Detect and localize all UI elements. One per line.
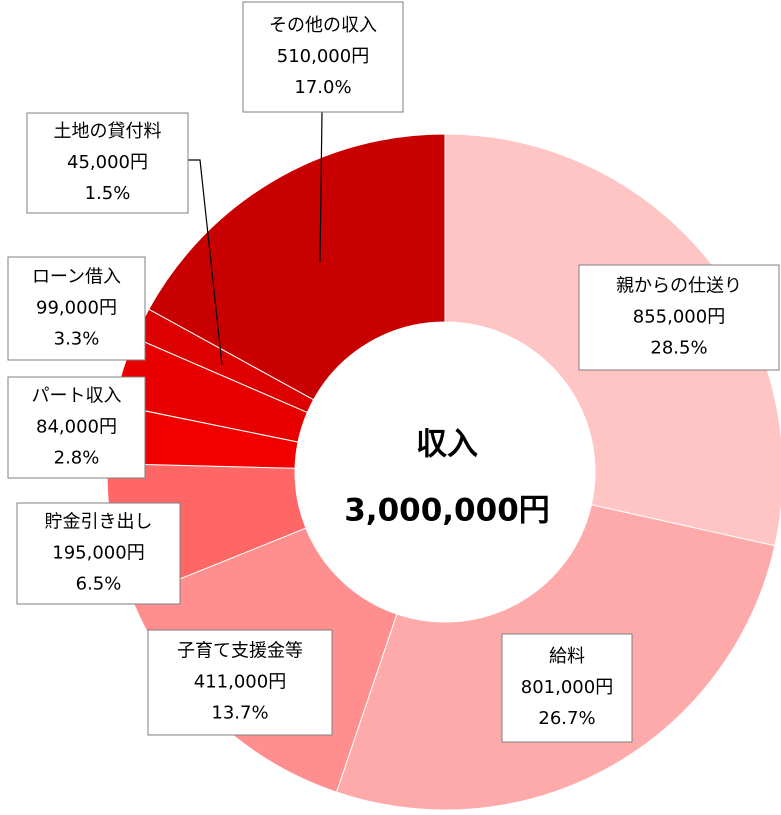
label-box	[26, 112, 189, 214]
center-total: 3,000,000円	[344, 493, 550, 529]
value-label: 411,000円	[194, 672, 286, 693]
leader-line	[188, 159, 223, 366]
percent-label: 1.5%	[85, 183, 131, 204]
label-box	[242, 1, 404, 113]
category-label: 子育て支援金等	[177, 641, 303, 662]
category-label: ローン借入	[32, 267, 121, 288]
label-box	[16, 502, 181, 605]
label-box	[578, 264, 780, 371]
category-label: 土地の貸付料	[54, 121, 162, 142]
slices	[106, 133, 781, 811]
value-label: 510,000円	[277, 46, 369, 67]
center-title: 収入	[416, 427, 478, 463]
category-label: 貯金引き出し	[45, 512, 153, 533]
percent-label: 28.5%	[650, 338, 707, 359]
value-label: 84,000円	[36, 417, 117, 438]
percent-label: 2.8%	[54, 448, 100, 469]
leader-line	[319, 111, 323, 263]
category-label: 給料	[549, 646, 585, 667]
category-label: その他の収入	[269, 15, 377, 36]
percent-label: 6.5%	[76, 574, 122, 595]
slice	[148, 133, 446, 401]
value-label: 99,000円	[36, 298, 117, 319]
label-box	[501, 633, 633, 743]
value-label: 855,000円	[633, 307, 725, 328]
category-label: 親からの仕送り	[616, 276, 742, 297]
label-box	[147, 629, 333, 736]
value-label: 195,000円	[52, 543, 144, 564]
label-box	[7, 376, 146, 479]
percent-label: 17.0%	[294, 77, 351, 98]
labels: 親からの仕送り 855,000円 28.5% 給料 801,000円 26.7% 子育て支援…	[7, 1, 780, 743]
percent-label: 26.7%	[538, 708, 595, 729]
percent-label: 3.3%	[54, 329, 100, 350]
category-label: パート収入	[32, 386, 122, 407]
percent-label: 13.7%	[211, 703, 268, 724]
label-box	[7, 256, 146, 361]
value-label: 45,000円	[67, 152, 148, 173]
value-label: 801,000円	[521, 677, 613, 698]
